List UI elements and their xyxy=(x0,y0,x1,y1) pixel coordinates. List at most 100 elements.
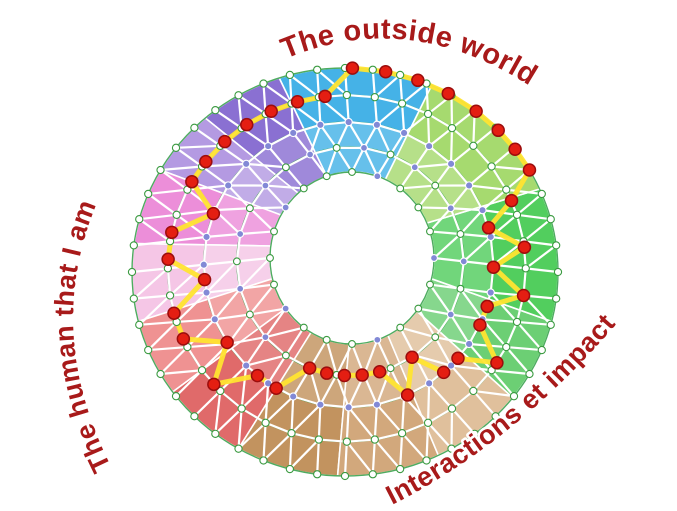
node[interactable] xyxy=(242,361,251,370)
node[interactable] xyxy=(129,294,138,303)
node[interactable] xyxy=(314,435,323,444)
node[interactable] xyxy=(372,120,382,129)
node[interactable] xyxy=(342,437,351,446)
node[interactable] xyxy=(424,141,434,151)
node[interactable] xyxy=(426,227,434,236)
red-node[interactable] xyxy=(469,104,483,118)
red-node[interactable] xyxy=(473,318,487,332)
node[interactable] xyxy=(171,392,181,401)
node[interactable] xyxy=(491,412,500,421)
red-node[interactable] xyxy=(318,89,332,104)
red-node[interactable] xyxy=(218,134,232,149)
node[interactable] xyxy=(525,369,534,379)
node[interactable] xyxy=(397,429,407,438)
red-node[interactable] xyxy=(405,350,419,364)
red-node[interactable] xyxy=(264,104,278,119)
node[interactable] xyxy=(224,181,233,190)
node[interactable] xyxy=(135,215,144,224)
node[interactable] xyxy=(322,335,331,344)
node[interactable] xyxy=(486,288,495,297)
red-node[interactable] xyxy=(319,366,334,380)
red-node[interactable] xyxy=(220,335,234,350)
red-node[interactable] xyxy=(490,356,504,370)
red-node[interactable] xyxy=(176,332,191,346)
node[interactable] xyxy=(210,315,219,324)
node[interactable] xyxy=(242,159,251,169)
node[interactable] xyxy=(190,123,199,132)
node[interactable] xyxy=(424,379,434,388)
red-node[interactable] xyxy=(451,351,465,366)
node[interactable] xyxy=(211,429,220,438)
node[interactable] xyxy=(165,291,175,300)
node[interactable] xyxy=(430,254,438,262)
node[interactable] xyxy=(396,184,405,193)
node[interactable] xyxy=(502,185,511,194)
red-node[interactable] xyxy=(337,368,352,383)
node[interactable] xyxy=(289,392,298,401)
node[interactable] xyxy=(414,304,423,313)
red-node[interactable] xyxy=(185,174,199,189)
node[interactable] xyxy=(342,90,351,100)
node[interactable] xyxy=(552,241,561,250)
red-node[interactable] xyxy=(378,64,393,79)
node[interactable] xyxy=(289,128,298,138)
node[interactable] xyxy=(422,456,431,465)
node[interactable] xyxy=(236,230,245,238)
node[interactable] xyxy=(552,294,561,303)
node[interactable] xyxy=(431,181,440,190)
node[interactable] xyxy=(446,361,456,370)
node[interactable] xyxy=(396,323,405,332)
red-node[interactable] xyxy=(207,377,221,392)
node[interactable] xyxy=(245,204,254,213)
node[interactable] xyxy=(299,184,308,193)
node[interactable] xyxy=(368,470,377,479)
node[interactable] xyxy=(261,181,270,190)
node[interactable] xyxy=(156,369,165,379)
node[interactable] xyxy=(313,470,322,479)
red-node[interactable] xyxy=(167,306,181,320)
node[interactable] xyxy=(281,163,290,172)
node[interactable] xyxy=(446,159,456,169)
node[interactable] xyxy=(459,257,468,266)
node[interactable] xyxy=(332,143,341,152)
node[interactable] xyxy=(372,400,382,409)
red-node[interactable] xyxy=(441,86,456,101)
node[interactable] xyxy=(373,172,382,181)
node[interactable] xyxy=(344,117,353,127)
node[interactable] xyxy=(414,203,423,212)
node[interactable] xyxy=(281,304,290,313)
red-node[interactable] xyxy=(522,163,537,177)
red-node[interactable] xyxy=(411,73,425,88)
node[interactable] xyxy=(399,128,409,138)
node[interactable] xyxy=(546,320,555,329)
node[interactable] xyxy=(259,79,268,88)
node[interactable] xyxy=(368,65,377,74)
node[interactable] xyxy=(456,230,465,238)
node[interactable] xyxy=(348,168,356,176)
red-node[interactable] xyxy=(250,368,265,383)
node[interactable] xyxy=(386,150,395,159)
node[interactable] xyxy=(237,404,246,413)
node[interactable] xyxy=(316,120,325,129)
node[interactable] xyxy=(144,345,153,355)
node[interactable] xyxy=(144,189,153,199)
node[interactable] xyxy=(426,280,434,289)
node[interactable] xyxy=(464,339,474,349)
node[interactable] xyxy=(281,351,290,360)
red-node[interactable] xyxy=(269,381,283,395)
red-node[interactable] xyxy=(206,206,221,221)
node[interactable] xyxy=(509,392,519,401)
node[interactable] xyxy=(344,403,353,412)
red-node[interactable] xyxy=(372,365,387,379)
node[interactable] xyxy=(287,429,296,438)
node[interactable] xyxy=(397,99,407,108)
node[interactable] xyxy=(395,464,405,474)
node[interactable] xyxy=(447,123,457,133)
node[interactable] xyxy=(172,210,181,219)
node[interactable] xyxy=(316,400,325,409)
node[interactable] xyxy=(266,254,274,262)
node[interactable] xyxy=(135,320,144,329)
node[interactable] xyxy=(502,342,511,352)
node[interactable] xyxy=(431,333,440,342)
node[interactable] xyxy=(537,345,546,355)
